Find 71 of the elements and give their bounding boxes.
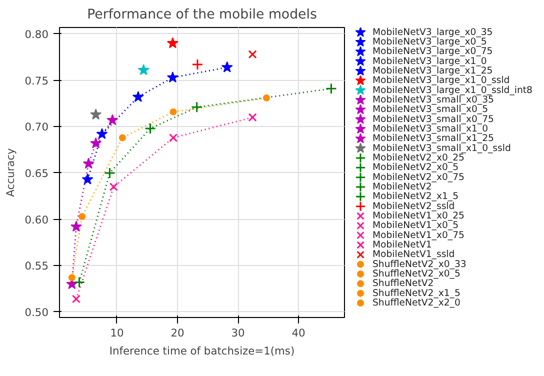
point — [109, 182, 118, 192]
point — [166, 72, 178, 82]
legend-label: MobileNetV3_large_x1_0_ssld — [372, 75, 510, 86]
y-tick-label: 0.50 — [24, 306, 49, 319]
y-tick-label: 0.80 — [24, 28, 49, 41]
point — [144, 122, 156, 134]
point — [248, 113, 257, 122]
x-tick-label: 30 — [231, 326, 246, 340]
x-tick-label: 40 — [292, 326, 306, 340]
legend-label: MobileNetV3_large_x1_25 — [372, 66, 493, 76]
point — [90, 137, 102, 148]
legend-label: MobileNetV1_x0_25 — [372, 210, 465, 222]
legend-label: MobileNetV2_x1_5 — [372, 191, 459, 202]
legend-label: ShuffleNetV2_x2_0 — [372, 298, 460, 308]
point — [72, 294, 80, 304]
point — [325, 82, 337, 94]
legend-label: MobileNetV3_small_x0_5 — [372, 104, 488, 116]
y-tick-label: 0.70 — [24, 120, 49, 134]
point — [82, 173, 94, 184]
legend-label: MobileNetV3_small_x1_0_ssld — [372, 142, 511, 154]
point — [170, 108, 177, 116]
legend-label: MobileNetV3_large_x1_0_ssld_int8 — [372, 84, 533, 96]
point — [138, 64, 150, 76]
legend-label: MobileNetV2_ssld — [372, 200, 455, 212]
legend-label: MobileNetV1_x0_75 — [372, 230, 465, 241]
point — [90, 108, 102, 120]
legend-label: MobileNetV1_x0_5 — [372, 220, 459, 232]
legend-label: MobileNetV2_x0_5 — [372, 162, 459, 174]
x-tick-label: 20 — [170, 326, 184, 340]
legend-label: ShuffleNetV2_x0_5 — [372, 268, 460, 280]
legend-label: MobileNetV2_x0_75 — [372, 172, 465, 183]
point — [192, 58, 204, 70]
point — [168, 133, 178, 142]
x-tick-label: 10 — [110, 326, 124, 340]
point — [78, 213, 86, 220]
legend-label: MobileNetV3_small_x0_75 — [372, 114, 494, 125]
point — [191, 101, 203, 113]
point — [74, 276, 86, 288]
point — [68, 274, 76, 282]
legend-label: ShuffleNetV2 — [372, 278, 434, 290]
legend-label: ShuffleNetV2_x1_5 — [372, 288, 460, 299]
y-tick-label: 0.55 — [24, 260, 49, 273]
point — [248, 50, 257, 59]
point — [104, 167, 116, 179]
legend-label: MobileNetV3_large_x0_5 — [372, 36, 487, 48]
legend-label: MobileNetV3_large_x0_35 — [372, 26, 493, 38]
point — [82, 158, 94, 169]
legend-label: MobileNetV1 — [372, 240, 432, 250]
chart-title: Performance of the mobile models — [87, 8, 317, 22]
legend-label: MobileNetV3_large_x0_75 — [372, 46, 493, 58]
point — [118, 134, 126, 142]
point — [96, 128, 108, 139]
point — [221, 61, 233, 72]
legend-label: MobileNetV3_small_x1_25 — [372, 133, 494, 144]
legend-label: MobileNetV3_small_x1_0 — [372, 124, 488, 134]
y-tick-label: 0.75 — [24, 74, 49, 88]
point — [262, 94, 270, 102]
legend-label: MobileNetV3_small_x0_35 — [372, 94, 494, 106]
legend-label: ShuffleNetV2_x0_33 — [372, 258, 466, 270]
x-axis-title: Inference time of batchsize=1(ms) — [109, 344, 295, 358]
point — [70, 220, 82, 232]
y-axis-title: Accuracy — [4, 148, 17, 197]
y-tick-label: 0.65 — [24, 166, 49, 180]
legend-label: MobileNetV3_large_x1_0 — [372, 56, 487, 67]
point — [106, 114, 118, 126]
point — [132, 90, 144, 102]
legend-label: MobileNetV1_ssld — [372, 249, 455, 260]
y-tick-label: 0.60 — [24, 213, 49, 226]
legend-label: MobileNetV2_x0_25 — [372, 152, 465, 164]
legend-label: MobileNetV2 — [372, 182, 432, 192]
point — [166, 37, 178, 48]
